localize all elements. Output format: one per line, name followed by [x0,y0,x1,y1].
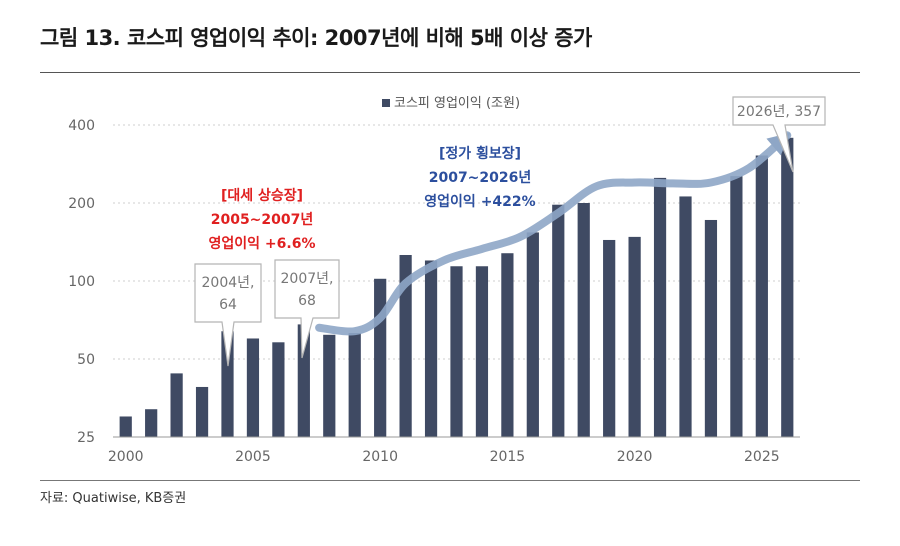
bar-2018 [577,203,590,437]
bar-2001 [145,409,158,437]
bar-2004 [221,331,234,437]
bar-2024 [730,176,743,437]
callout-text: 2004년, [202,275,255,291]
bar-2025 [755,155,768,437]
bar-2022 [679,196,692,437]
x-tick-label: 2005 [235,449,271,465]
footer-divider [40,480,860,481]
note-line: 2007~2026년 [429,170,532,186]
bar-2023 [704,219,718,437]
legend-label: 코스피 영업이익 (조원) [394,96,520,111]
x-tick-label: 2010 [362,449,398,465]
x-tick-label: 2015 [490,449,526,465]
note-line: 2005~2007년 [211,212,314,228]
bar-2016 [526,232,539,437]
legend-swatch [382,99,390,107]
bar-2005 [246,338,260,437]
figure-title: 그림 13. 코스피 영업이익 추이: 2007년에 비해 5배 이상 증가 [40,26,592,50]
note-line: 영업이익 +6.6% [209,235,316,252]
y-tick-label: 25 [77,430,95,446]
bar-2015 [501,253,514,437]
bar-2020 [628,236,641,437]
x-tick-label: 2000 [108,449,144,465]
callout-box [732,96,826,173]
bar-2010 [374,278,387,437]
bar-2003 [195,386,209,437]
x-tick-label: 2020 [617,449,653,465]
y-tick-label: 100 [68,274,95,290]
callout-box [274,259,340,359]
bar-2008 [323,334,336,437]
title-divider [40,72,860,73]
bar-2011 [399,254,412,437]
callout: 2007년, 68 [274,259,340,359]
y-tick-label: 200 [68,196,95,212]
bar-2009 [348,332,361,437]
bar-2000 [119,416,132,437]
bar-2019 [603,239,616,437]
callout-text: 2026년, 357 [737,104,821,120]
callout: 2004년, 64 [194,263,262,367]
x-tick-label: 2025 [744,449,780,465]
callout-text: 68 [298,293,316,309]
trend-arrow [315,131,792,336]
source-note: 자료: Quatiwise, KB증권 [40,491,187,506]
bar-2021 [653,177,667,438]
bar-2014 [475,266,489,437]
y-tick-label: 50 [77,352,95,368]
bar-2017 [552,204,565,437]
bar-2012 [424,260,438,437]
bar-2002 [170,373,183,437]
bar-2026 [781,137,794,438]
bar-2013 [450,266,463,437]
note-line: [대세 상승장] [221,187,303,204]
callout-text: 2007년, [281,271,334,287]
callout: 2026년, 357 [732,96,826,173]
bar-2007 [297,324,310,437]
note-line: [정가 횡보장] [439,145,521,162]
note-line: 영업이익 +422% [424,193,535,210]
y-tick-label: 400 [68,118,95,134]
callout-text: 64 [219,297,237,313]
bar-2006 [272,342,285,437]
callout-box [194,263,262,367]
